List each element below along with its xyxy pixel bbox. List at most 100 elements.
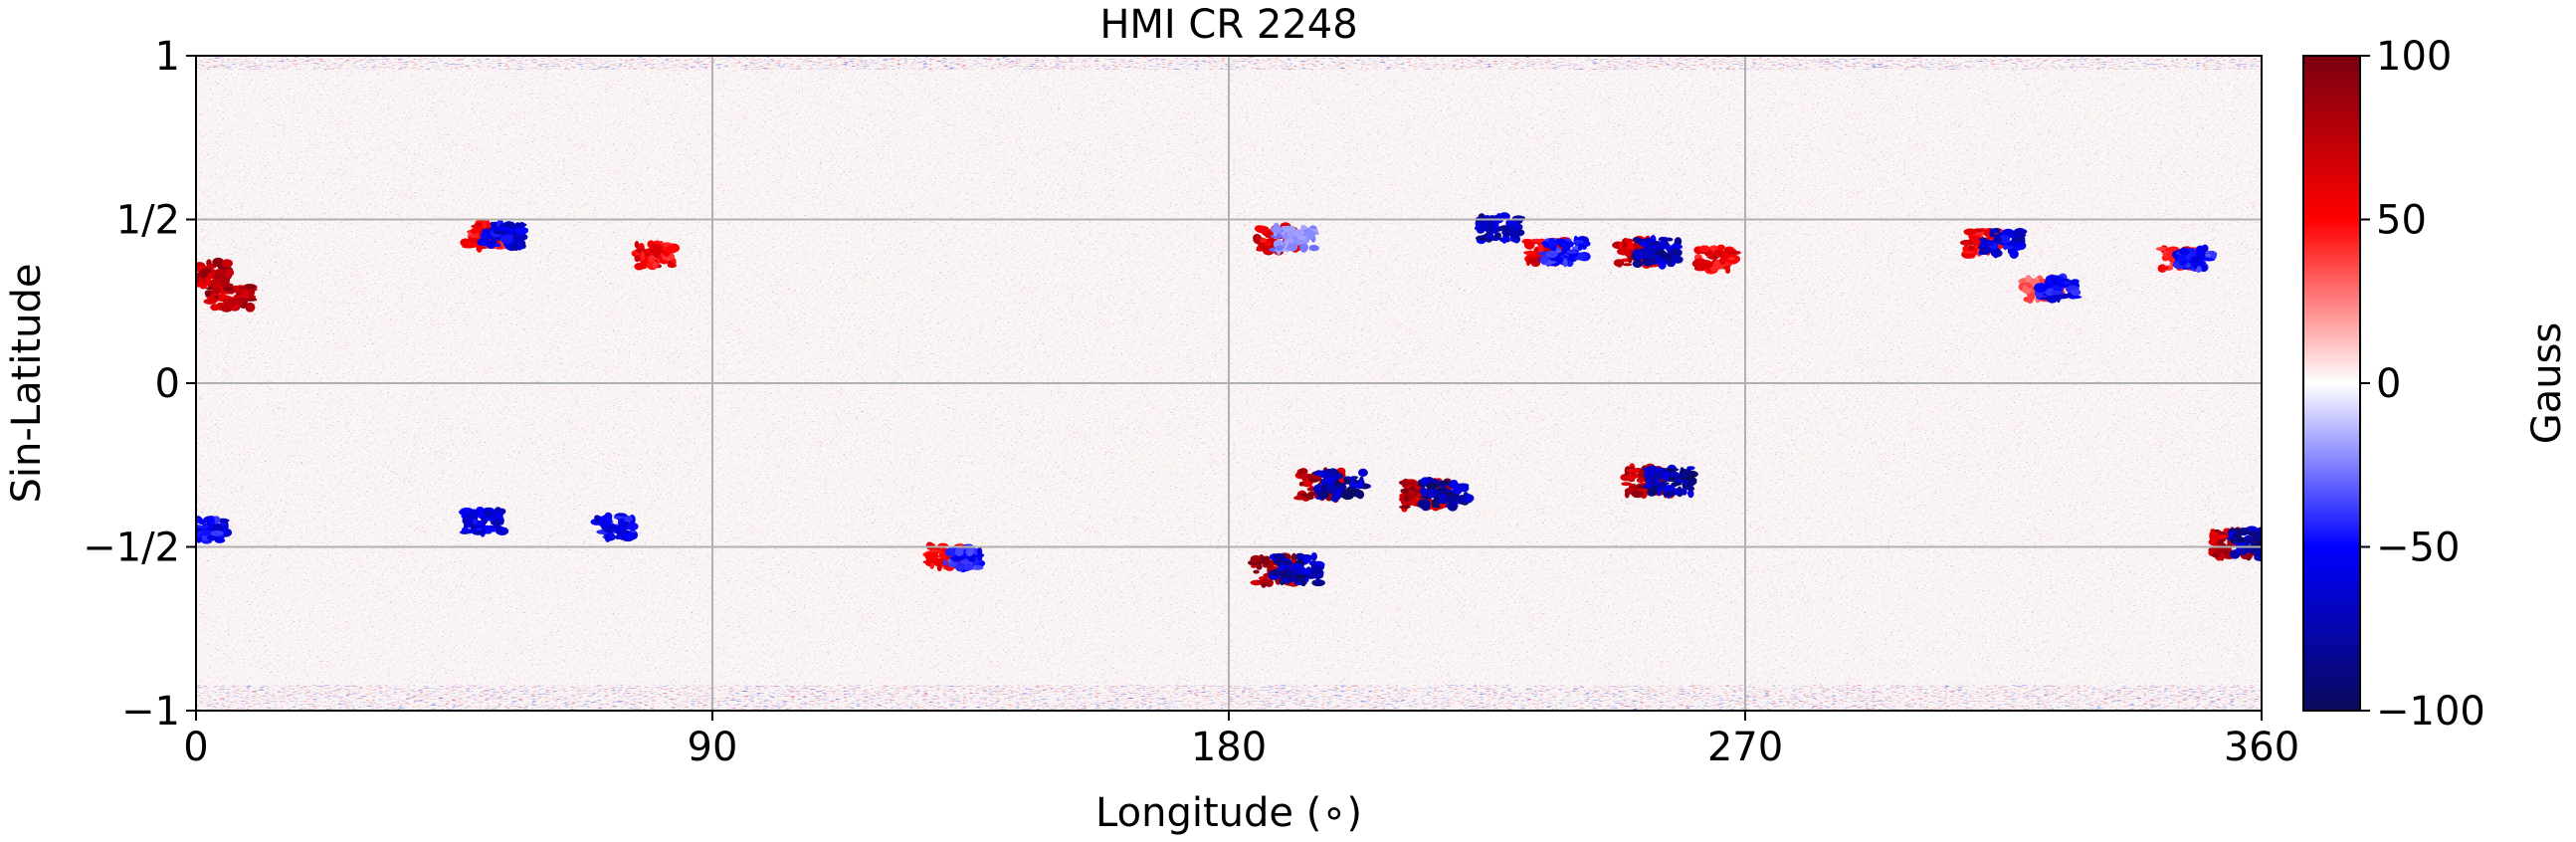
region-patch-negative	[1484, 220, 1490, 229]
region-patch-negative	[190, 268, 195, 277]
region-patch-negative	[1577, 245, 1583, 251]
region-patch-positive	[1626, 468, 1641, 473]
region-patch-negative	[613, 516, 625, 520]
region-patch-negative	[1339, 483, 1346, 492]
region-patch-negative	[1311, 579, 1325, 587]
region-patch-negative	[477, 238, 491, 247]
region-patch-negative	[485, 526, 493, 534]
region-patch-positive	[1719, 256, 1728, 263]
region-patch-negative	[2270, 536, 2278, 546]
region-patch-negative	[188, 274, 193, 280]
region-patch-positive	[1537, 244, 1544, 255]
region-patch-positive	[929, 548, 940, 553]
region-patch-negative	[1512, 235, 1521, 244]
region-patch-positive	[470, 234, 480, 239]
active-region	[460, 219, 529, 253]
region-patch-negative	[1981, 239, 1995, 246]
region-patch-positive	[1264, 555, 1271, 565]
active-region	[1691, 244, 1741, 275]
region-patch-negative	[201, 525, 210, 528]
active-region	[590, 512, 639, 542]
region-patch-negative	[1356, 481, 1364, 490]
active-regions	[180, 212, 2279, 588]
region-patch-negative	[1340, 490, 1355, 501]
region-patch-negative	[949, 555, 964, 561]
colorbar-tick-label: 0	[2376, 361, 2401, 407]
region-patch-negative	[2267, 553, 2279, 559]
region-patch-negative	[1300, 569, 1312, 574]
y-axis-label: Sin-Latitude	[4, 264, 50, 504]
colorbar-ticks: 100 50 0 −50 −100	[2360, 34, 2485, 735]
region-patch-negative	[1431, 499, 1439, 509]
region-patch-negative	[1276, 245, 1284, 251]
active-region	[1612, 234, 1684, 270]
active-region	[196, 516, 233, 544]
region-patch-negative	[2014, 235, 2026, 242]
region-patch-negative	[462, 519, 468, 523]
region-patch-negative	[1300, 226, 1308, 230]
region-patch-negative	[210, 529, 224, 536]
region-patch-positive	[1259, 237, 1268, 243]
region-patch-negative	[476, 520, 487, 528]
region-patch-negative	[187, 285, 191, 293]
region-patch-negative	[181, 270, 190, 278]
region-patch-positive	[924, 551, 937, 560]
region-patch-negative	[1999, 234, 2011, 244]
region-patch-negative	[2069, 295, 2082, 300]
region-patch-negative	[1296, 235, 1307, 241]
region-patch-negative	[609, 536, 615, 540]
region-patch-negative	[2201, 265, 2208, 272]
region-patch-negative	[1662, 491, 1677, 498]
region-patch-negative	[1299, 243, 1309, 253]
region-patch-positive	[929, 562, 934, 569]
region-patch-negative	[1485, 233, 1494, 240]
region-patch-positive	[1707, 255, 1719, 260]
region-patch-negative	[2254, 552, 2262, 561]
region-patch-negative	[1453, 485, 1462, 495]
region-patch-negative	[458, 509, 470, 516]
active-region	[1474, 212, 1526, 245]
region-patch-negative	[1682, 487, 1687, 496]
region-patch-negative	[1420, 504, 1429, 508]
region-patch-negative	[199, 283, 207, 290]
region-patch-positive	[640, 251, 646, 261]
region-patch-negative	[1282, 568, 1288, 574]
region-patch-positive	[643, 252, 654, 256]
active-region	[1253, 222, 1320, 256]
region-patch-negative	[954, 546, 964, 556]
region-patch-negative	[180, 279, 193, 287]
region-patch-negative	[502, 221, 515, 229]
region-patch-positive	[1636, 478, 1645, 484]
region-patch-positive	[667, 263, 677, 269]
region-patch-negative	[2056, 293, 2061, 304]
region-patch-positive	[2216, 545, 2226, 556]
region-patch-positive	[652, 261, 659, 269]
region-patch-negative	[963, 557, 969, 567]
y-tick-label: −1	[121, 689, 180, 735]
region-patch-negative	[468, 518, 474, 524]
region-patch-negative	[1553, 257, 1563, 263]
region-patch-positive	[210, 304, 220, 312]
region-patch-negative	[1437, 487, 1446, 493]
region-patch-positive	[634, 255, 641, 263]
region-patch-negative	[1288, 230, 1295, 239]
region-patch-positive	[1253, 569, 1260, 574]
region-patch-negative	[469, 509, 479, 516]
region-patch-negative	[2005, 231, 2011, 236]
region-patch-negative	[1501, 229, 1509, 236]
region-patch-positive	[1295, 494, 1302, 500]
region-patch-negative	[1270, 568, 1282, 576]
active-region	[1247, 552, 1325, 588]
region-patch-negative	[214, 268, 229, 277]
region-patch-negative	[2264, 536, 2274, 544]
region-patch-negative	[1271, 226, 1283, 234]
region-patch-negative	[217, 261, 223, 270]
region-patch-negative	[1671, 482, 1683, 486]
region-patch-positive	[248, 289, 256, 297]
region-patch-positive	[936, 562, 942, 572]
region-patch-negative	[2264, 526, 2273, 534]
region-patch-positive	[1625, 251, 1632, 258]
region-patch-positive	[2025, 275, 2032, 284]
region-patch-negative	[1657, 241, 1670, 247]
